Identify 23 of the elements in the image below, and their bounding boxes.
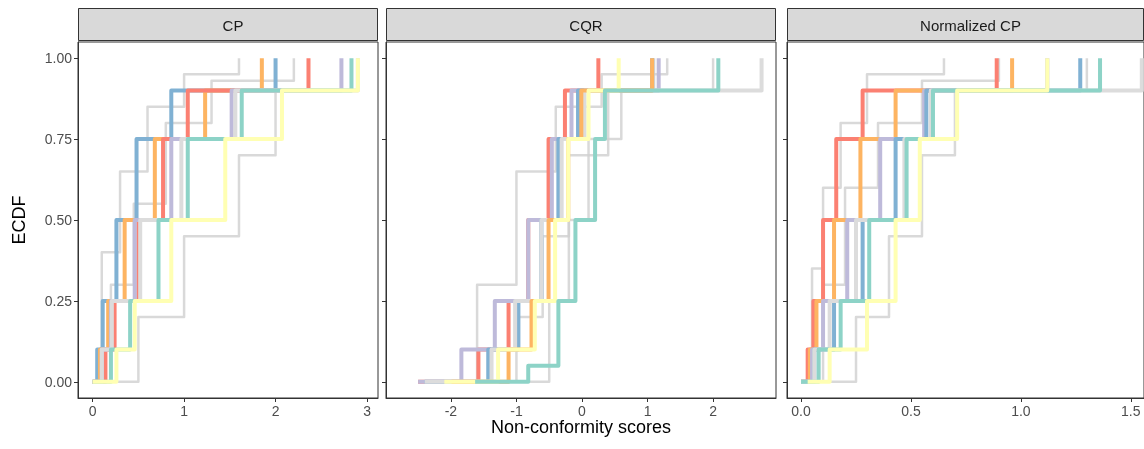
x-tick-label: 1.5 xyxy=(1121,403,1141,419)
x-tick-label: -1 xyxy=(510,403,523,419)
chart-title: CQR xyxy=(569,17,603,34)
chart-title: Normalized CP xyxy=(920,17,1021,34)
x-tick-label: 1.0 xyxy=(1011,403,1031,419)
x-tick-label: 0 xyxy=(578,403,587,419)
y-tick-label: 0.25 xyxy=(44,292,73,309)
x-tick-label: 2 xyxy=(271,403,280,419)
y-tick-label: 0.00 xyxy=(44,373,73,390)
x-tick-label: -2 xyxy=(444,403,458,419)
y-axis-title: ECDF xyxy=(9,195,29,245)
x-tick-label: 3 xyxy=(363,403,372,419)
x-tick-label: 0.5 xyxy=(901,403,921,419)
x-tick-label: 1 xyxy=(180,403,189,419)
y-tick-label: 0.50 xyxy=(44,212,73,228)
x-axis-title: Non-conformity scores xyxy=(490,417,672,437)
x-tick-label: 1 xyxy=(643,403,652,419)
y-tick-label: 0.75 xyxy=(44,131,73,148)
x-tick-label: 0.0 xyxy=(791,403,812,419)
x-tick-label: 2 xyxy=(709,403,718,419)
y-tick-label: 1.00 xyxy=(44,50,73,67)
chart-title: CP xyxy=(222,17,244,34)
x-tick-label: 0 xyxy=(88,403,97,419)
